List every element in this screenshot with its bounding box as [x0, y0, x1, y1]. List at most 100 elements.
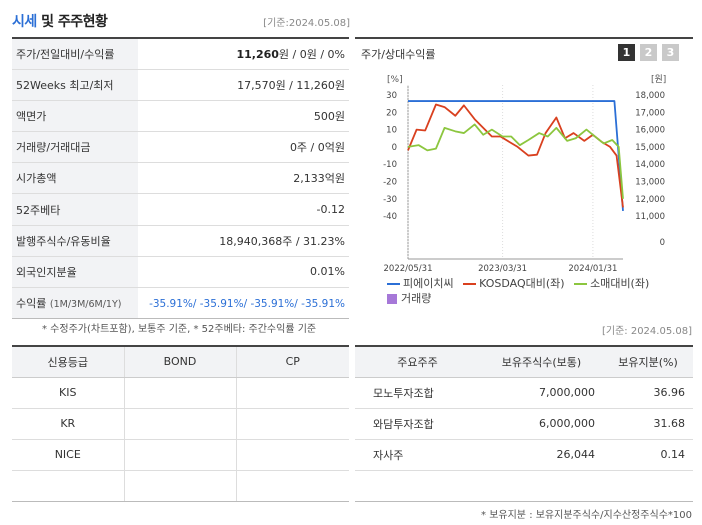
credit-rating-table: 신용등급 BOND CP KIS KR NICE [12, 345, 349, 502]
stat-label: 발행주식수/유동비율 [12, 225, 138, 257]
holders-footnote: * 보유지분 : 보유지분주식수/지수산정주식수*100 [481, 510, 692, 521]
table-row: NICE [12, 439, 349, 471]
column-header: BOND [123, 346, 236, 378]
y-tick-label-left: 10 [386, 126, 397, 136]
table-row [12, 470, 349, 502]
stat-label: 액면가 [12, 100, 138, 133]
holder-name: 와담투자조합 [355, 408, 480, 440]
bond-cell [123, 439, 236, 471]
legend-item: 피에이치씨 [387, 276, 454, 291]
column-header: CP [235, 346, 349, 378]
legend-label: KOSDAQ대비(좌) [479, 277, 565, 290]
holder-ratio: 0.14 [603, 439, 693, 471]
chart-title: 주가/상대수익률 [361, 48, 436, 61]
legend-line-icon [387, 283, 400, 285]
page-title-rest: 및 주주현황 [36, 14, 108, 30]
stat-label: 외국인지분율 [12, 256, 138, 289]
stat-label: 수익률 (1M/3M/6M/1Y) [12, 287, 138, 320]
y-tick-label-right: 13,000 [635, 178, 665, 188]
stat-label: 시가총액 [12, 162, 138, 195]
y-tick-label-left: -30 [383, 195, 397, 205]
page-title: 시세 및 주주현황 [12, 11, 108, 31]
y-tick-label-right: 16,000 [635, 126, 665, 136]
holder-shares: 26,044 [480, 439, 603, 471]
chart-tab-3[interactable]: 3 [662, 44, 679, 61]
table-row: 액면가 500원 [12, 100, 349, 133]
bond-cell [123, 377, 236, 409]
cp-cell [235, 470, 349, 502]
holder-name: 모노투자조합 [355, 377, 480, 409]
agency-cell [12, 470, 124, 502]
cp-cell [235, 439, 349, 471]
y-tick-label-left: -40 [383, 212, 397, 222]
y-tick-label-right: 15,000 [635, 143, 665, 153]
stat-value: 2,133억원 [138, 162, 349, 195]
column-header: 신용등급 [12, 346, 124, 378]
holder-name: 자사주 [355, 439, 480, 471]
stat-value: -35.91%/ -35.91%/ -35.91%/ -35.91% [138, 287, 349, 320]
holder-shares: 6,000,000 [480, 408, 603, 440]
x-tick-label: 2024/01/31 [568, 264, 617, 274]
price-change: 원 / 0원 / 0% [278, 47, 345, 61]
legend-item: 소매대비(좌) [574, 276, 649, 291]
bond-cell [123, 408, 236, 440]
y-tick-label-right: 0 [660, 238, 665, 248]
y-tick-label-right: 18,000 [635, 91, 665, 101]
legend-item: 거래량 [387, 291, 431, 306]
y-tick-label-right: 12,000 [635, 195, 665, 205]
column-header: 보유지분(%) [603, 346, 693, 378]
bond-cell [123, 470, 236, 502]
y-tick-label-left: 30 [386, 91, 397, 101]
legend-box-icon [387, 294, 397, 304]
holder-ratio: 31.68 [603, 408, 693, 440]
legend-label: 피에이치씨 [403, 277, 454, 290]
column-header: 보유주식수(보통) [480, 346, 603, 378]
table-row: KR [12, 408, 349, 440]
legend-label: 소매대비(좌) [590, 277, 650, 290]
agency-cell: KR [12, 408, 124, 440]
holder-shares: 7,000,000 [480, 377, 603, 409]
price-value: 11,260 [236, 47, 279, 61]
y-tick-label-right: 14,000 [635, 160, 665, 170]
stats-footnote: * 수정주가(차트포함), 보통주 기준, * 52주베타: 주간수익률 기준 [42, 324, 317, 335]
stat-value: -0.12 [138, 193, 349, 226]
table-row: 모노투자조합 7,000,000 36.96 [355, 377, 693, 409]
stat-label: 거래량/거래대금 [12, 131, 138, 164]
chart-tab-2[interactable]: 2 [640, 44, 657, 61]
y-tick-label-left: -10 [383, 160, 397, 170]
cp-cell [235, 408, 349, 440]
chart-tab-1[interactable]: 1 [618, 44, 635, 61]
table-row: 수익률 (1M/3M/6M/1Y) -35.91%/ -35.91%/ -35.… [12, 287, 349, 320]
page-title-highlight: 시세 [12, 14, 37, 30]
series-line-2 [407, 123, 624, 199]
stat-value: 17,570원 / 11,260원 [138, 69, 349, 101]
table-row [355, 470, 693, 502]
market-stats-table: 주가/전일대비/수익률 11,260원 / 0원 / 0% 52Weeks 최고… [12, 37, 349, 320]
table-row: 발행주식수/유동비율 18,940,368주 / 31.23% [12, 225, 349, 257]
price-chart: [%] [원] 30 20 10 0 -10 -20 -30 -40 18,000 17,000 16,… [383, 74, 666, 274]
holders-base-date: [기준: 2024.05.08] [601, 326, 692, 337]
legend-line-icon [463, 283, 477, 285]
cp-cell [235, 377, 349, 409]
stat-value: 11,260원 / 0원 / 0% [138, 38, 349, 70]
table-row: 52Weeks 최고/최저 17,570원 / 11,260원 [12, 69, 349, 101]
chart-legend: 피에이치씨 KOSDAQ대비(좌) 소매대비(좌) 거래량 [387, 276, 687, 306]
table-row: 주가/전일대비/수익률 11,260원 / 0원 / 0% [12, 38, 349, 70]
legend-label: 거래량 [401, 292, 432, 305]
return-label: 수익률 [16, 297, 47, 311]
table-row: 시가총액 2,133억원 [12, 162, 349, 195]
y-tick-label-left: 0 [392, 143, 397, 153]
series-line-1 [407, 103, 624, 208]
major-holders-table: 주요주주 보유주식수(보통) 보유지분(%) 모노투자조합 7,000,000 36… [355, 345, 693, 502]
price-chart-panel: 주가/상대수익률 1 2 3 [%] [원] 30 20 10 0 -10 -20 -30 -40… [355, 37, 693, 312]
table-row: 외국인지분율 0.01% [12, 256, 349, 289]
return-period-label: (1M/3M/6M/1Y) [49, 299, 122, 311]
table-row: 와담투자조합 6,000,000 31.68 [355, 408, 693, 440]
y-tick-label-left: -20 [383, 178, 397, 188]
holder-ratio: 36.96 [603, 377, 693, 409]
stat-value: 500원 [138, 100, 349, 133]
stat-value: 18,940,368주 / 31.23% [138, 225, 349, 257]
base-date-label: [기준:2024.05.08] [263, 18, 350, 29]
stat-value: 0주 / 0억원 [138, 131, 349, 164]
series-line-0 [408, 100, 624, 211]
